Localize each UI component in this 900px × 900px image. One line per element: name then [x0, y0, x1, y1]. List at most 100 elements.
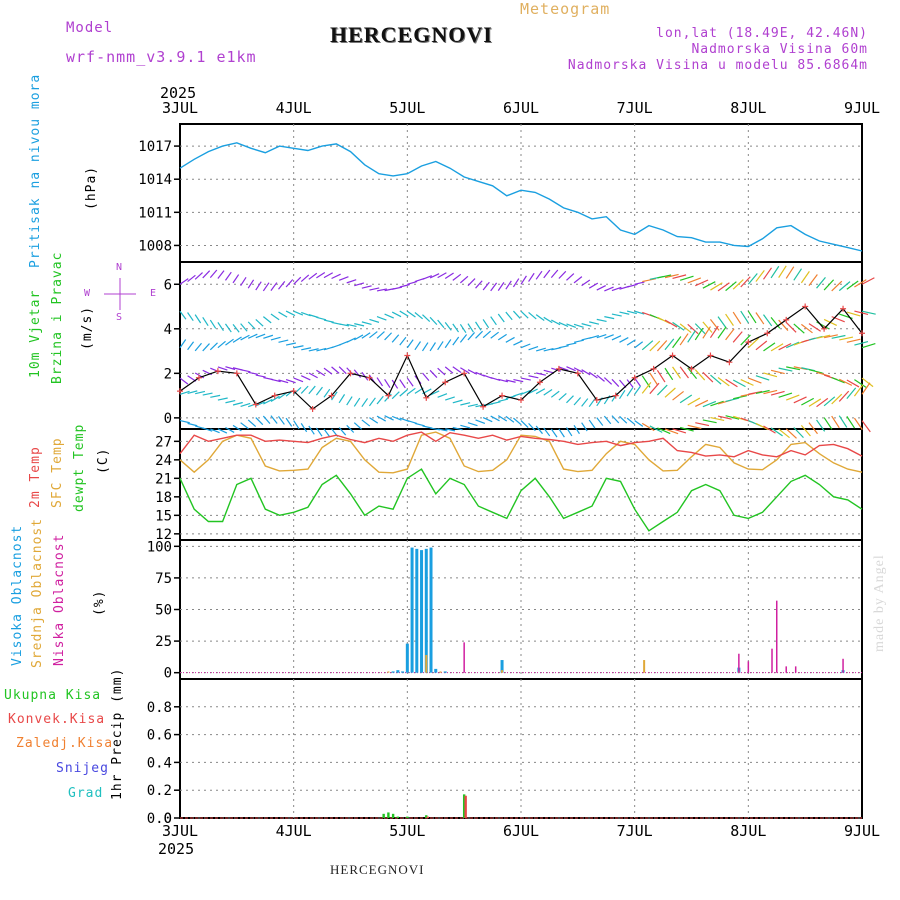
- precip-legend-conv: Konvek.Kisa: [8, 712, 106, 727]
- wind-vector: [520, 420, 529, 428]
- wind-vector: [490, 331, 499, 339]
- wind-vector: [187, 312, 194, 322]
- wind-vector: [588, 282, 599, 289]
- wind-vector: [694, 323, 706, 335]
- wind-vector: [687, 277, 702, 284]
- wind-vector: [376, 331, 385, 339]
- wind-vector: [452, 426, 463, 431]
- day-tick-bottom: 8JUL: [730, 822, 766, 840]
- wind-vector: [262, 415, 271, 424]
- wind-vector: [361, 285, 372, 289]
- wind-vector: [528, 272, 535, 282]
- compass-n: N: [116, 262, 123, 273]
- day-tick-top: 8JUL: [730, 99, 766, 117]
- wind-vector: [603, 377, 613, 385]
- wind-vector: [520, 310, 529, 319]
- wind-vector: [687, 323, 699, 335]
- wind-vector: [846, 416, 856, 429]
- wind-gust-mark: [252, 401, 259, 408]
- wind-vector: [505, 280, 512, 290]
- wind-vector: [376, 288, 387, 292]
- y-tick-label: 0.2: [147, 783, 172, 799]
- wind-vector: [263, 398, 273, 405]
- wind-vector: [346, 424, 355, 433]
- wind-vector: [588, 419, 596, 429]
- wind-vector: [376, 395, 384, 405]
- wind-vector: [687, 397, 701, 406]
- precip-bar: [425, 815, 428, 818]
- wind-vector: [293, 377, 304, 383]
- wind-vector: [285, 342, 296, 346]
- wind-gust-mark: [783, 316, 790, 323]
- wind-vector: [702, 326, 711, 339]
- wind-vector: [278, 311, 288, 318]
- wind-vector: [475, 280, 483, 289]
- wind-vector: [384, 415, 394, 421]
- wind-vector: [278, 392, 288, 400]
- wind-vector: [543, 427, 551, 437]
- wind-vector: [513, 392, 524, 397]
- page-title: HERCEGNOVI: [330, 22, 493, 47]
- wind-vector: [846, 379, 860, 388]
- wind-vector: [285, 310, 296, 317]
- precip-legend-freezing: Zaledj.Kisa: [16, 736, 114, 751]
- dewpt-temp-line: [179, 468, 863, 532]
- wind-vector: [831, 316, 845, 323]
- wind-gust-mark: [650, 365, 657, 372]
- wind-vector: [520, 343, 531, 349]
- precip-legend-snow: Snijeg: [56, 761, 109, 776]
- wind-vector: [664, 428, 679, 435]
- wind-vector: [748, 377, 762, 384]
- cloud-bar: [387, 671, 390, 673]
- y-tick-label: 50: [155, 603, 172, 619]
- wind-vector: [770, 427, 783, 437]
- day-tick-top: 4JUL: [276, 99, 312, 117]
- wind-vector: [710, 282, 723, 291]
- cloud-bar: [396, 670, 400, 673]
- model-elevation-label: Nadmorska Visina u modelu 85.6864m: [567, 58, 868, 73]
- wind-vector: [467, 332, 476, 341]
- cloud-bar: [420, 550, 424, 673]
- wind-vector: [421, 342, 429, 352]
- y-tick-label: 25: [155, 634, 172, 650]
- wind-vector: [179, 310, 187, 320]
- wind-vector: [596, 417, 604, 426]
- wind-vector: [406, 310, 416, 318]
- wind-gust-mark: [707, 352, 714, 359]
- wind-vector: [763, 314, 773, 327]
- wind-vector: [747, 310, 757, 324]
- wind-vector: [801, 323, 813, 334]
- cloud-bar: [643, 660, 646, 673]
- cloud-bar: [794, 666, 797, 673]
- wind-vector: [573, 276, 583, 284]
- wind-vector: [520, 377, 531, 381]
- day-tick-top: 3JUL: [162, 99, 198, 117]
- cloud-bar: [738, 653, 740, 673]
- wind-vector: [399, 379, 406, 389]
- wind-vector: [634, 341, 644, 349]
- wind-gust-mark: [499, 392, 506, 399]
- wind-vector: [399, 310, 409, 317]
- wind-vector: [808, 398, 822, 407]
- wind-vector: [808, 323, 821, 332]
- wind-vector: [308, 372, 318, 379]
- wind-vector: [732, 331, 743, 343]
- wind-vector: [762, 267, 773, 280]
- panel-frame: [179, 123, 863, 263]
- wind-vector: [823, 417, 833, 430]
- wind-vector: [823, 334, 838, 339]
- wind-vector: [838, 390, 850, 402]
- wind-vector: [717, 282, 730, 292]
- wind-vector: [194, 272, 203, 280]
- wind-vector: [217, 397, 228, 401]
- wind-vector: [452, 399, 463, 404]
- wind-vector: [452, 323, 460, 333]
- wind-vector: [778, 319, 789, 331]
- wind-vector: [717, 326, 727, 339]
- wind-vector: [338, 276, 349, 281]
- wind-vector: [460, 402, 471, 406]
- wind-vector: [512, 310, 521, 319]
- wind-vector: [437, 428, 448, 432]
- lonlat-label: lon,lat (18.49E, 42.46N): [656, 26, 868, 41]
- wind-vector: [535, 270, 543, 280]
